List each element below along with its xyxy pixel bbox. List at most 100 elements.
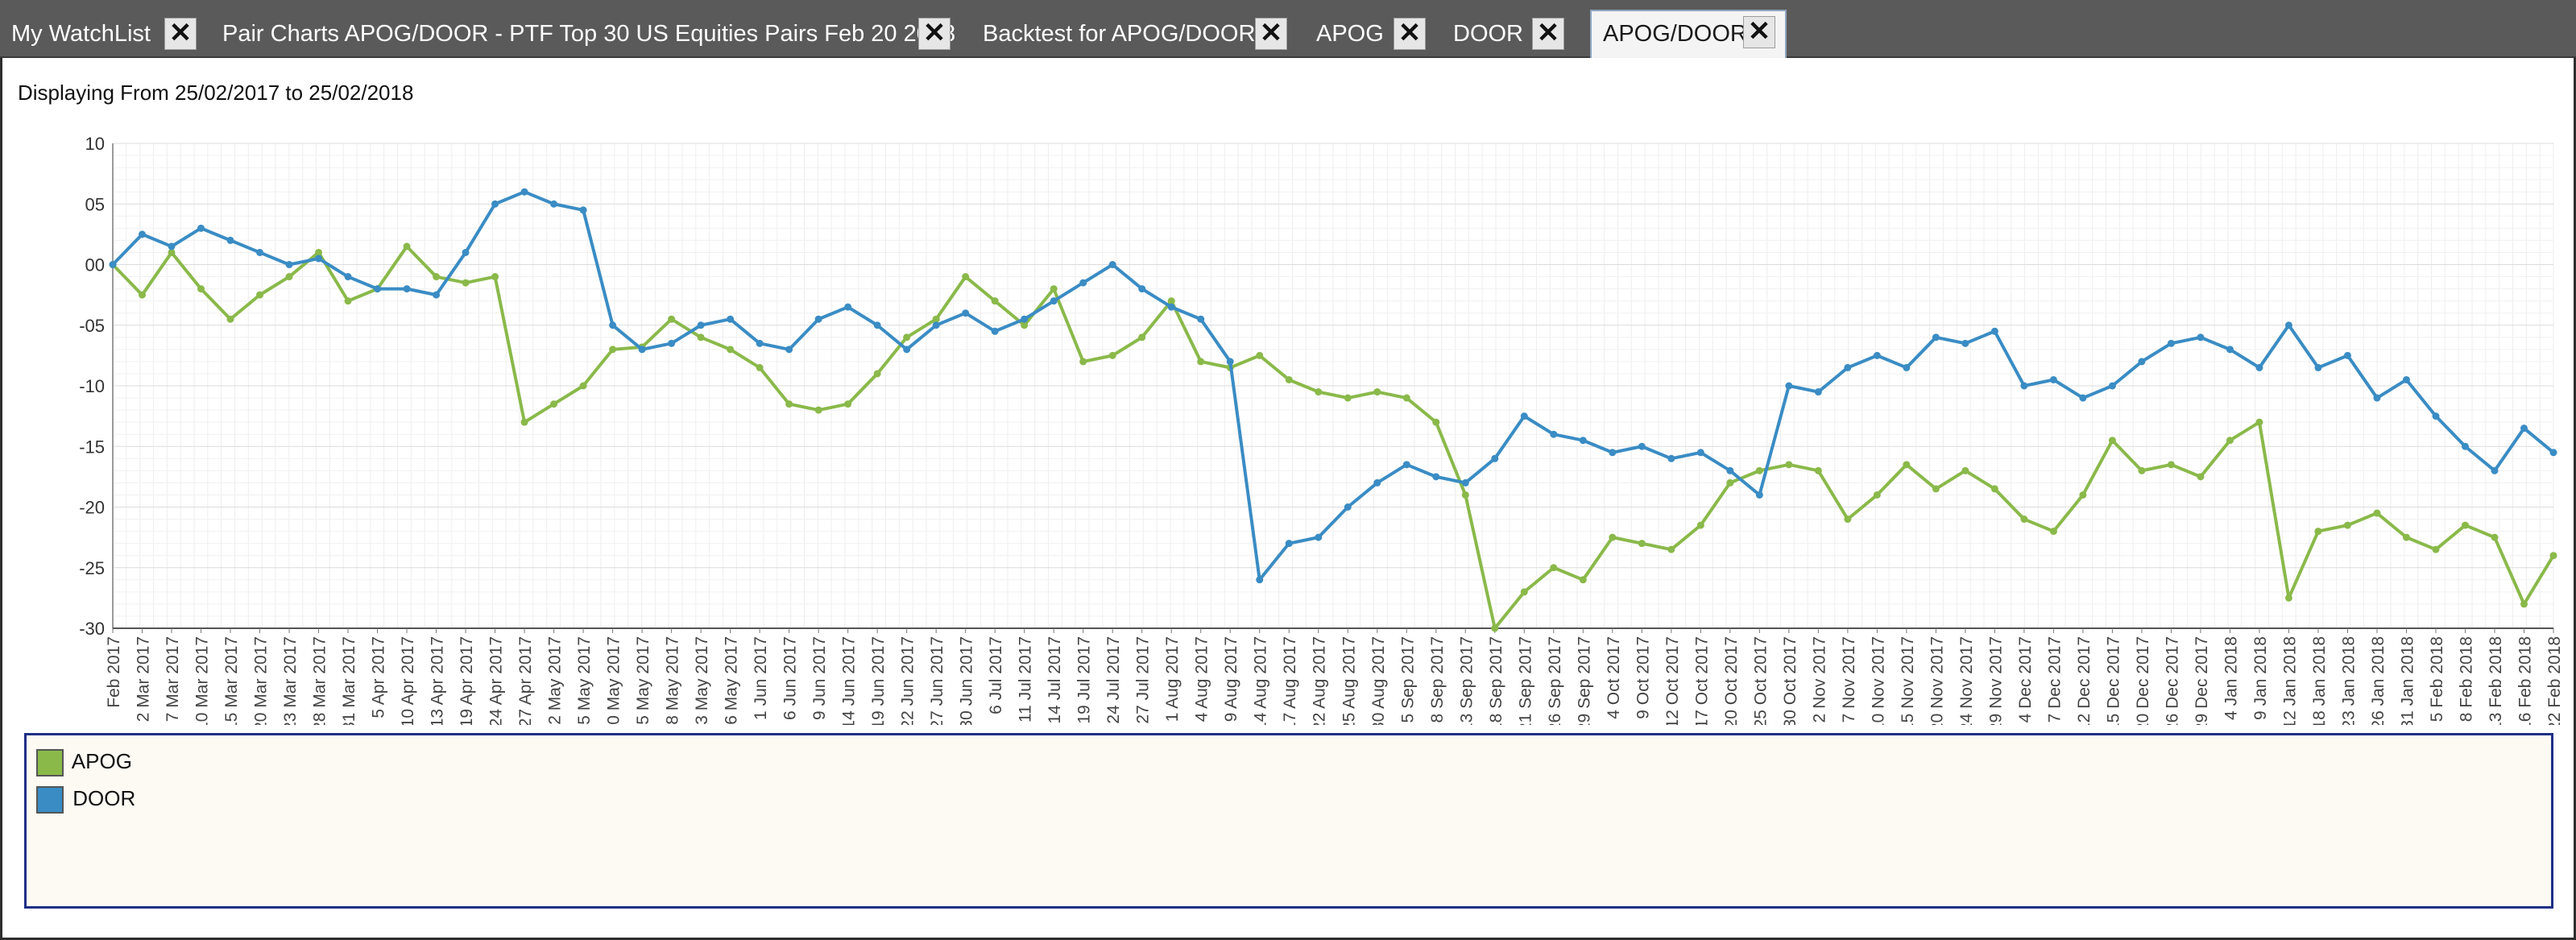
data-point-door	[1873, 351, 1881, 359]
data-point-door	[2108, 382, 2116, 390]
data-point-apog	[1315, 388, 1323, 396]
data-point-apog	[2461, 521, 2469, 529]
legend-item-door[interactable]: DOOR	[36, 782, 135, 814]
data-point-apog	[1873, 491, 1881, 499]
y-tick-label: -05	[79, 316, 105, 336]
close-icon[interactable]: ✕	[1743, 16, 1775, 48]
tab-apog-door[interactable]: APOG/DOOR ✕	[1590, 10, 1787, 58]
x-tick-label: 17 Aug 2017	[1281, 636, 1299, 725]
x-tick-label: 8 Sep 2017	[1428, 636, 1447, 723]
data-point-door	[374, 285, 382, 293]
x-tick-label: 7 Mar 2017	[164, 636, 182, 722]
x-tick-label: 17 Oct 2017	[1692, 636, 1711, 725]
tab-door[interactable]: DOOR ✕	[1442, 11, 1571, 56]
close-icon[interactable]: ✕	[164, 18, 197, 50]
close-icon[interactable]: ✕	[1394, 18, 1426, 50]
data-point-apog	[1609, 533, 1617, 541]
data-point-apog	[2226, 437, 2234, 445]
data-point-apog	[2314, 528, 2322, 536]
close-icon[interactable]: ✕	[1532, 18, 1564, 50]
data-point-door	[2284, 321, 2292, 329]
data-point-door	[1520, 412, 1528, 420]
x-tick-label: 4 Oct 2017	[1605, 636, 1623, 719]
data-point-apog	[609, 346, 617, 354]
close-icon[interactable]: ✕	[1255, 18, 1287, 50]
data-point-door	[1256, 576, 1264, 584]
data-point-door	[2197, 333, 2205, 342]
x-tick-label: 1 Jun 2017	[752, 636, 770, 720]
data-point-apog	[1903, 461, 1911, 469]
data-point-apog	[344, 297, 352, 305]
data-point-apog	[727, 346, 735, 354]
data-point-door	[344, 273, 352, 281]
data-point-apog	[991, 297, 999, 305]
data-point-apog	[1138, 333, 1146, 342]
legend-label: DOOR	[72, 786, 136, 810]
data-point-apog	[1167, 297, 1175, 305]
data-point-door	[962, 309, 970, 317]
data-point-door	[2491, 466, 2499, 474]
data-point-door	[2255, 363, 2263, 371]
data-point-door	[1609, 449, 1617, 457]
data-point-door	[2343, 351, 2351, 359]
data-point-door	[727, 315, 735, 323]
data-point-apog	[903, 333, 911, 342]
data-point-door	[1755, 491, 1763, 499]
x-tick-label: 9 Oct 2017	[1634, 636, 1652, 719]
chart-series	[109, 188, 2557, 632]
x-tick-label: 9 Jan 2018	[2251, 636, 2270, 720]
data-point-apog	[2491, 533, 2499, 541]
data-point-apog	[785, 400, 793, 408]
data-point-apog	[315, 248, 323, 256]
data-point-apog	[1785, 461, 1793, 469]
tab-my-watchlist[interactable]: My WatchList ✕	[0, 11, 203, 56]
x-tick-label: 6 Jun 2017	[781, 636, 800, 720]
data-point-apog	[1638, 540, 1646, 548]
data-point-door	[873, 321, 881, 329]
x-tick-label: 18 Jan 2018	[2310, 636, 2329, 725]
x-tick-label: 2 Nov 2017	[1810, 636, 1828, 723]
data-point-door	[1285, 540, 1293, 548]
data-point-apog	[226, 315, 234, 323]
x-tick-label: 25 Oct 2017	[1751, 636, 1770, 725]
data-point-door	[2138, 358, 2146, 366]
data-point-door	[109, 261, 117, 268]
tab-apog[interactable]: APOG ✕	[1305, 11, 1432, 56]
x-tick-label: 10 Nov 2017	[1869, 636, 1887, 725]
x-tick-label: 8 Feb 2018	[2457, 636, 2475, 722]
x-tick-label: 5 Feb 2018	[2428, 636, 2446, 722]
data-point-door	[1932, 333, 1940, 342]
data-point-door	[1108, 261, 1116, 268]
data-point-apog	[1755, 466, 1763, 474]
data-point-door	[1990, 327, 1998, 335]
legend-swatch-apog	[36, 749, 64, 777]
data-point-apog	[2432, 545, 2440, 553]
data-point-door	[697, 321, 705, 329]
data-point-apog	[1990, 485, 1998, 493]
x-tick-label: 18 Sep 2017	[1487, 636, 1505, 725]
data-point-apog	[1491, 624, 1499, 632]
x-tick-label: 25 Aug 2017	[1340, 636, 1358, 725]
data-point-apog	[1961, 466, 1969, 474]
data-point-apog	[844, 400, 852, 408]
x-tick-label: 14 Jul 2017	[1046, 636, 1064, 724]
data-point-door	[609, 321, 617, 329]
data-point-apog	[668, 315, 676, 323]
data-point-apog	[1021, 321, 1029, 329]
x-tick-label: 13 Sep 2017	[1457, 636, 1476, 725]
x-tick-label: 10 Mar 2017	[193, 636, 212, 725]
data-point-apog	[1696, 521, 1704, 529]
data-point-apog	[962, 273, 970, 281]
x-tick-label: 29 Nov 2017	[1986, 636, 2005, 725]
x-tick-label: 20 Oct 2017	[1722, 636, 1741, 725]
y-tick-label: -25	[79, 558, 105, 578]
close-icon[interactable]: ✕	[918, 18, 950, 50]
legend-item-apog[interactable]: APOG	[36, 745, 132, 777]
data-point-door	[1903, 363, 1911, 371]
x-tick-label: 14 Jun 2017	[840, 636, 859, 725]
tab-backtest[interactable]: Backtest for APOG/DOOR ✕	[971, 11, 1294, 56]
tab-pair-charts[interactable]: Pair Charts APOG/DOOR - PTF Top 30 US Eq…	[211, 11, 960, 56]
data-point-apog	[1726, 478, 1734, 487]
data-point-door	[2020, 382, 2028, 390]
x-tick-label: 31 Jan 2018	[2398, 636, 2417, 725]
